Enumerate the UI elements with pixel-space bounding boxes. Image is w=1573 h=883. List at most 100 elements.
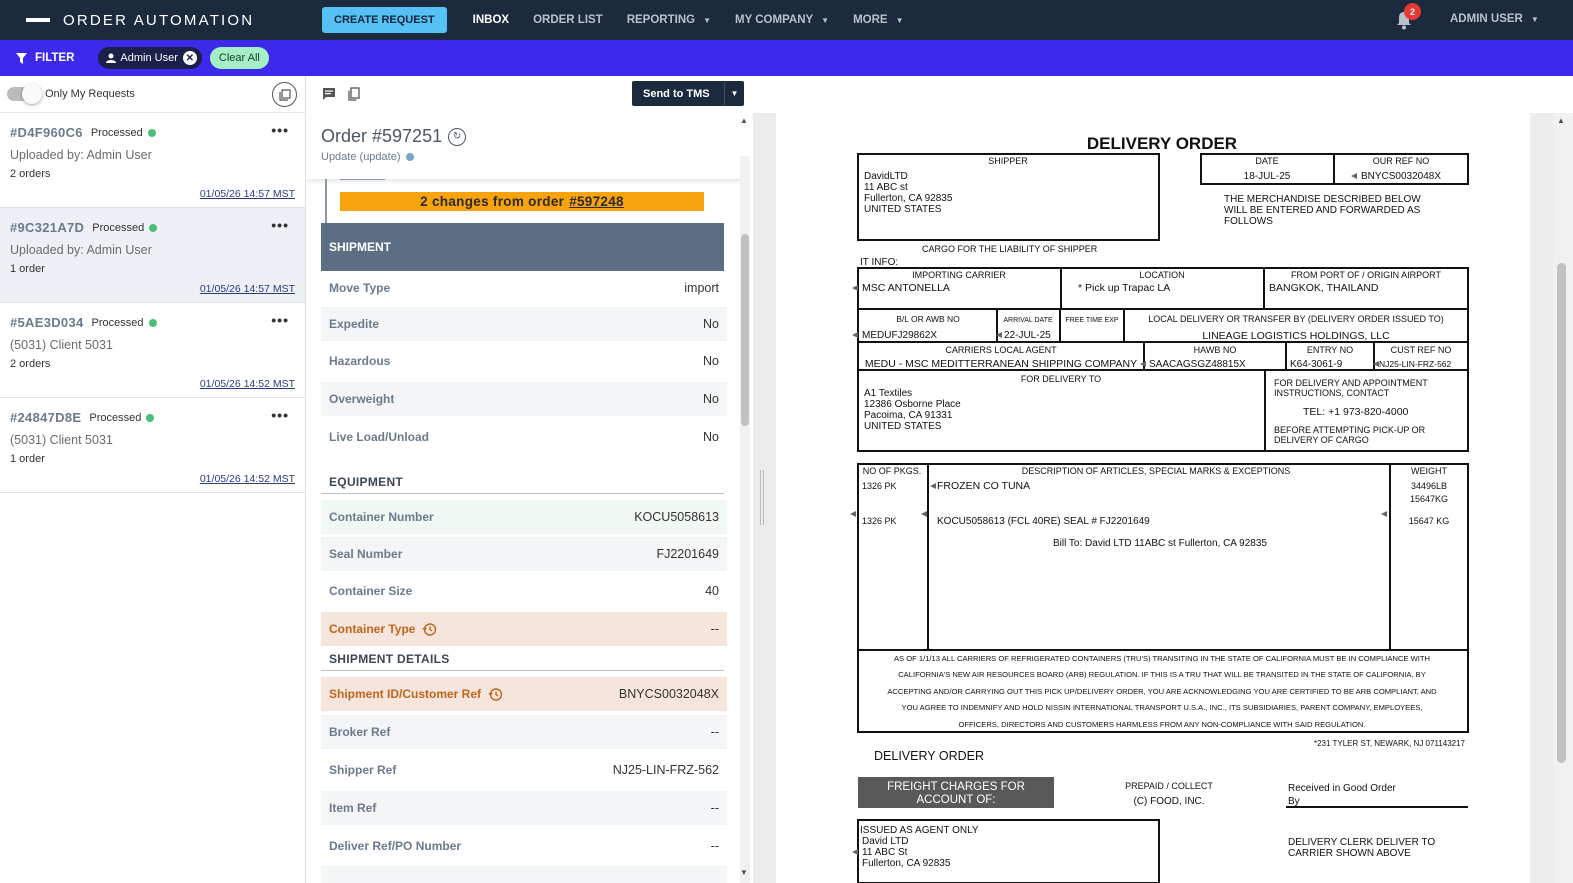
nav-order-list[interactable]: ORDER LIST xyxy=(533,14,603,26)
chevron-down-icon: ▼ xyxy=(895,15,904,25)
doc-shipper-label: SHIPPER xyxy=(988,156,1028,166)
nav-more[interactable]: MORE ▼ xyxy=(853,14,903,26)
scroll-down-icon[interactable]: ▼ xyxy=(740,868,748,877)
doc-prepaid: PREPAID / COLLECT xyxy=(1125,781,1213,791)
logo-mark xyxy=(26,18,50,22)
list-item[interactable]: #D4F960C6 Processed ••• Uploaded by: Admi… xyxy=(0,113,305,208)
request-status: Processed xyxy=(90,126,143,139)
field-label: Expedite xyxy=(329,317,380,331)
toggle-knob xyxy=(22,84,42,104)
order-scrollbar[interactable] xyxy=(740,156,750,883)
field-value[interactable]: BNYCS0032048X xyxy=(618,687,719,701)
status-dot xyxy=(148,318,157,327)
doc-ourref: BNYCS0032048X xyxy=(1361,171,1441,182)
field-overweight: Overweight No xyxy=(321,382,727,416)
user-menu[interactable]: ADMIN USER ▼ xyxy=(1450,13,1539,25)
doc-custref: NJ25-LIN-FRZ-562 xyxy=(1379,359,1452,369)
request-date-link[interactable]: 01/05/26 14:52 MST xyxy=(199,473,295,485)
field-marker-icon[interactable] xyxy=(852,849,858,855)
field-value[interactable]: NJ25-LIN-FRZ-562 xyxy=(612,763,719,777)
more-options-icon[interactable]: ••• xyxy=(271,407,289,423)
field-value[interactable]: 40 xyxy=(705,584,719,598)
doc-agent: MEDU - MSC MEDITTERRANEAN SHIPPING COMPA… xyxy=(865,358,1137,370)
doc-carb-note: CALIFORNIA'S NEW AIR RESOURCES BOARD (AR… xyxy=(898,670,1426,679)
doc-bl-label: B/L OR AWB NO xyxy=(896,314,960,324)
field-value[interactable]: No xyxy=(703,354,719,368)
history-icon[interactable] xyxy=(488,687,503,702)
nav-my-company[interactable]: MY COMPANY ▼ xyxy=(735,14,829,26)
doc-received: By xyxy=(1288,796,1300,807)
field-marker-icon[interactable] xyxy=(1381,511,1387,517)
field-value[interactable]: -- xyxy=(710,622,719,636)
field-marker-icon[interactable] xyxy=(1351,173,1357,179)
field-value[interactable]: No xyxy=(703,430,719,444)
only-my-requests-toggle[interactable] xyxy=(7,84,42,104)
field-value[interactable]: FJ2201649 xyxy=(656,547,719,561)
doc-location-label: LOCATION xyxy=(1139,270,1184,280)
chevron-down-icon[interactable]: ▼ xyxy=(724,81,744,106)
more-options-icon[interactable]: ••• xyxy=(271,312,289,328)
list-item[interactable]: #24847D8E Processed ••• (5031) Client 503… xyxy=(0,398,305,493)
field-marker-icon[interactable] xyxy=(921,511,927,517)
panel-resize-handle[interactable] xyxy=(760,470,764,525)
field-value[interactable]: -- xyxy=(710,839,719,853)
comment-icon[interactable] xyxy=(322,87,336,101)
field-expedite: Expedite No xyxy=(321,307,727,341)
more-options-icon[interactable]: ••• xyxy=(271,217,289,233)
field-broker-ref: Broker Ref -- xyxy=(321,715,727,749)
send-to-tms-button[interactable]: Send to TMS ▼ xyxy=(632,81,744,106)
field-container-type: Container Type -- xyxy=(321,612,727,646)
doc-carb-note: OFFICERS, DIRECTORS AND CUSTOMERS HARMLE… xyxy=(958,720,1365,729)
nav-inbox[interactable]: INBOX xyxy=(473,14,509,26)
request-date-link[interactable]: 01/05/26 14:57 MST xyxy=(199,283,295,295)
field-value[interactable]: import xyxy=(684,281,719,295)
field-value[interactable]: No xyxy=(703,392,719,406)
duplicate-icon[interactable] xyxy=(347,87,361,101)
app-logo[interactable]: ORDER AUTOMATION xyxy=(26,12,316,29)
create-request-button[interactable]: CREATE REQUEST xyxy=(322,7,447,33)
scroll-up-icon[interactable]: ▲ xyxy=(740,116,748,125)
list-item[interactable]: #5AE3D034 Processed ••• (5031) Client 503… xyxy=(0,303,305,398)
request-date-link[interactable]: 01/05/26 14:52 MST xyxy=(199,378,295,390)
history-icon[interactable] xyxy=(422,622,437,637)
more-options-icon[interactable]: ••• xyxy=(271,122,289,138)
doc-merch-note: THE MERCHANDISE DESCRIBED BELOW xyxy=(1224,194,1421,205)
field-value[interactable]: KOCU5058613 xyxy=(634,510,719,524)
scroll-up-icon[interactable]: ▲ xyxy=(1557,116,1565,125)
field-label: Container Number xyxy=(329,510,434,524)
filter-button[interactable]: FILTER xyxy=(16,52,74,64)
nav-reporting[interactable]: REPORTING ▼ xyxy=(627,14,711,26)
field-marker-icon[interactable] xyxy=(1373,361,1379,367)
field-marker-icon[interactable] xyxy=(930,483,936,489)
doc-address-note: *231 TYLER ST, NEWARK, NJ 071143217 xyxy=(1314,739,1466,748)
order-subtitle: Update (update) xyxy=(321,151,414,163)
field-value[interactable]: -- xyxy=(710,725,719,739)
field-label: Container Type xyxy=(329,622,437,637)
field-next-partial xyxy=(321,866,727,883)
field-marker-icon[interactable] xyxy=(850,511,856,517)
viewer-scrollbar[interactable] xyxy=(1553,113,1573,883)
scrollbar-thumb[interactable] xyxy=(741,234,749,426)
request-status: Processed xyxy=(92,221,145,234)
scrollbar-thumb[interactable] xyxy=(1557,263,1566,763)
list-item[interactable]: #9C321A7D Processed ••• Uploaded by: Admi… xyxy=(0,208,305,303)
request-date-link[interactable]: 01/05/26 14:57 MST xyxy=(199,188,295,200)
user-filter-chip[interactable]: Admin User ✕ xyxy=(98,47,202,69)
field-marker-icon[interactable] xyxy=(852,332,858,338)
field-marker-icon[interactable] xyxy=(996,332,1002,338)
clear-all-button[interactable]: Clear All xyxy=(209,47,269,69)
chevron-down-icon: ▼ xyxy=(821,15,830,25)
field-value[interactable]: -- xyxy=(710,801,719,815)
doc-tel: TEL: +1 973-820-4000 xyxy=(1303,406,1409,418)
field-marker-icon[interactable] xyxy=(1140,361,1146,367)
field-value[interactable]: No xyxy=(703,317,719,331)
doc-shipper-line: 11 ABC st xyxy=(864,182,908,193)
field-marker-icon[interactable] xyxy=(852,285,858,291)
changes-order-link[interactable]: #597248 xyxy=(569,194,624,209)
doc-clerk: DELIVERY CLERK DELIVER TO xyxy=(1288,837,1435,848)
copy-icon[interactable] xyxy=(272,82,297,107)
equipment-section-header: EQUIPMENT xyxy=(321,470,724,494)
refresh-icon[interactable]: ↻ xyxy=(448,127,467,146)
header-divider xyxy=(307,179,744,185)
close-icon[interactable]: ✕ xyxy=(182,51,197,65)
